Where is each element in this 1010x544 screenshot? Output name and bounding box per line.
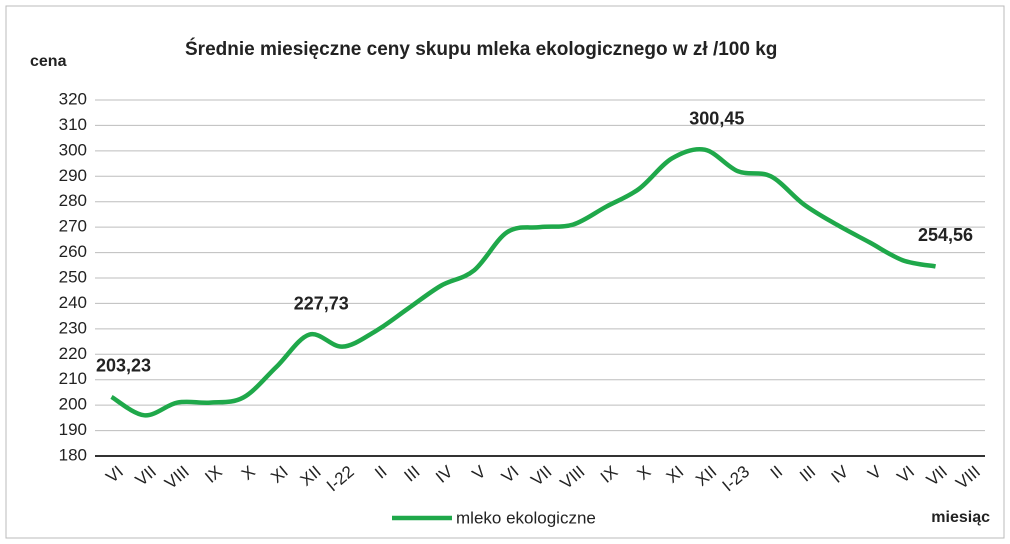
- y-tick-label: 320: [59, 89, 87, 108]
- y-tick-label: 240: [59, 293, 87, 312]
- y-tick-label: 190: [59, 420, 87, 439]
- y-tick-label: 200: [59, 395, 87, 414]
- y-tick-label: 230: [59, 318, 87, 337]
- series-line: [110, 146, 936, 418]
- y-tick-label: 270: [59, 217, 87, 236]
- chart-frame: [5, 5, 1005, 539]
- y-tick-label: 220: [59, 344, 87, 363]
- y-tick-label: 180: [59, 445, 87, 464]
- y-tick-label: 280: [59, 191, 87, 210]
- y-tick-label: 260: [59, 242, 87, 261]
- y-tick-label: 210: [59, 369, 87, 388]
- y-tick-label: 300: [59, 140, 87, 159]
- y-tick-label: 250: [59, 267, 87, 286]
- y-tick-label: 290: [59, 166, 87, 185]
- y-axis-label: cena: [30, 53, 67, 70]
- x-axis-label: miesiąc: [931, 509, 990, 526]
- legend-label: mleko ekologiczne: [456, 508, 596, 527]
- chart-title: Średnie miesięczne ceny skupu mleka ekol…: [185, 38, 777, 60]
- data-label: 254,56: [918, 225, 973, 245]
- data-label: 227,73: [294, 293, 349, 313]
- data-label: 300,45: [689, 108, 744, 128]
- data-label: 203,23: [96, 356, 151, 376]
- y-tick-label: 310: [59, 115, 87, 134]
